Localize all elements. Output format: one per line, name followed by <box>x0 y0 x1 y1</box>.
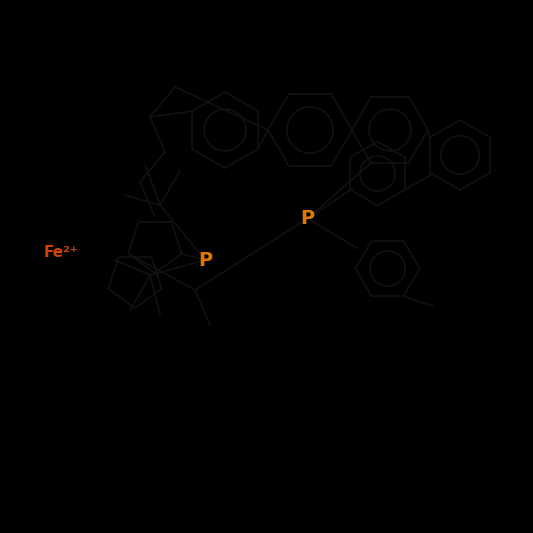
Text: P: P <box>301 209 314 228</box>
Text: Fe²⁺: Fe²⁺ <box>44 245 79 260</box>
Text: P: P <box>198 251 212 270</box>
